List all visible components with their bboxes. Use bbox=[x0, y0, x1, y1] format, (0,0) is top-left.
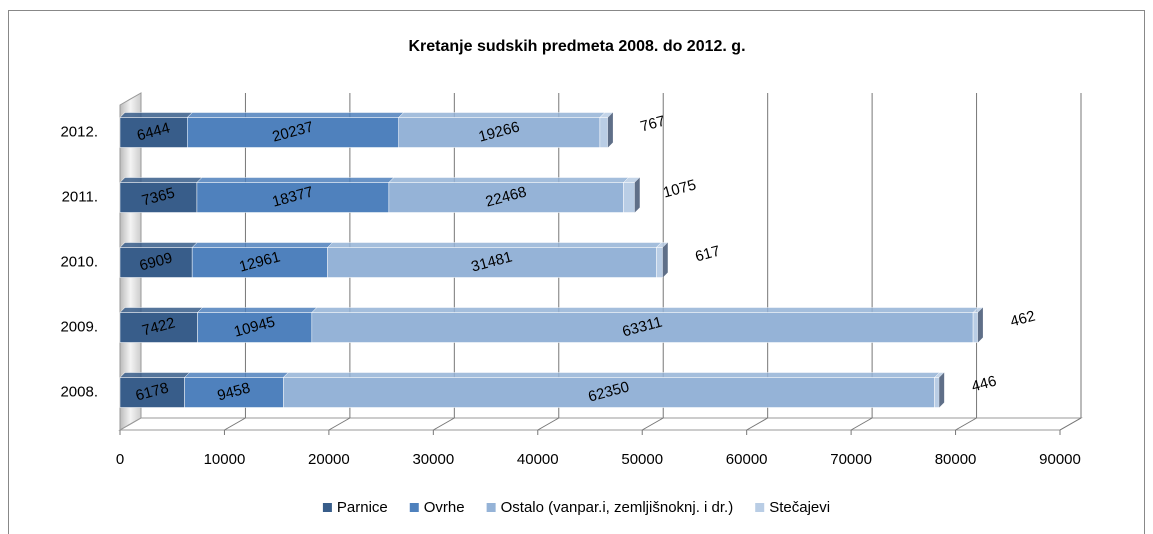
legend-swatch bbox=[409, 503, 419, 512]
legend-swatch bbox=[755, 503, 765, 512]
x-tick-label: 40000 bbox=[517, 451, 559, 468]
data-label: 446 bbox=[970, 373, 999, 396]
bar-top bbox=[119, 112, 193, 118]
bar-top bbox=[119, 242, 198, 248]
legend-label: Stečajevi bbox=[769, 499, 830, 516]
bar-top bbox=[398, 112, 606, 118]
grid-floor bbox=[746, 417, 768, 431]
chart-title: Kretanje sudskih predmeta 2008. do 2012.… bbox=[408, 38, 745, 55]
bar bbox=[197, 312, 313, 343]
bar bbox=[184, 377, 284, 408]
x-tick-label: 90000 bbox=[1039, 451, 1081, 468]
bar bbox=[283, 377, 935, 408]
legend: Parnice Ovrhe Ostalo (vanpar.i, zemljišnok… bbox=[322, 499, 830, 516]
legend-label: Parnice bbox=[337, 499, 388, 516]
bar-side bbox=[977, 307, 983, 343]
data-label: 767 bbox=[638, 113, 667, 136]
bar bbox=[119, 312, 198, 343]
y-tick-label: 2012. bbox=[60, 123, 98, 140]
y-tick-label: 2008. bbox=[60, 383, 98, 400]
x-tick-label: 50000 bbox=[621, 451, 663, 468]
bar-top bbox=[196, 307, 318, 313]
grid-floor bbox=[433, 417, 455, 431]
bar bbox=[972, 312, 979, 343]
legend-swatch bbox=[322, 503, 332, 512]
bar bbox=[119, 247, 193, 278]
x-tick-label: 30000 bbox=[412, 451, 454, 468]
bar-top bbox=[119, 177, 203, 183]
data-label: 617 bbox=[693, 243, 722, 266]
bar-top bbox=[186, 112, 405, 118]
bar-top bbox=[311, 307, 979, 313]
bar bbox=[187, 117, 399, 148]
bar bbox=[934, 377, 940, 408]
legend-label: Ostalo (vanpar.i, zemljišnoknj. i dr.) bbox=[501, 499, 734, 516]
y-tick-label: 2011. bbox=[62, 188, 98, 205]
grid-floor bbox=[641, 417, 664, 431]
legend-label: Ovrhe bbox=[424, 499, 465, 516]
bar-top bbox=[282, 372, 941, 378]
x-tick-label: 80000 bbox=[935, 451, 977, 468]
bar-side bbox=[607, 112, 613, 148]
x-tick-label: 0 bbox=[116, 451, 124, 468]
bar-top bbox=[119, 372, 191, 378]
bar bbox=[623, 182, 636, 213]
bar bbox=[119, 117, 188, 148]
x-tick-label: 70000 bbox=[830, 451, 872, 468]
bar bbox=[119, 377, 185, 408]
grid-floor bbox=[1059, 417, 1082, 431]
grid-floor bbox=[537, 417, 560, 431]
x-tick-label: 20000 bbox=[308, 451, 350, 468]
bar bbox=[388, 182, 624, 213]
bar-top bbox=[388, 177, 630, 183]
bar-side bbox=[662, 242, 668, 278]
bar-side bbox=[939, 372, 945, 408]
grid-floor bbox=[955, 417, 977, 431]
bar-top bbox=[119, 307, 204, 313]
bar bbox=[599, 117, 609, 148]
x-tick-label: 60000 bbox=[726, 451, 768, 468]
grid-floor bbox=[850, 417, 873, 431]
data-label: 462 bbox=[1008, 308, 1037, 331]
grid-floor bbox=[328, 417, 351, 431]
bar bbox=[119, 182, 198, 213]
bar bbox=[191, 247, 328, 278]
x-tick-label: 10000 bbox=[204, 451, 246, 468]
legend-swatch bbox=[486, 503, 496, 512]
bar bbox=[327, 247, 657, 278]
bar-top bbox=[326, 242, 662, 248]
y-tick-label: 2010. bbox=[60, 253, 98, 270]
bar-top bbox=[191, 242, 334, 248]
grid-floor bbox=[224, 417, 246, 431]
bar bbox=[656, 247, 664, 278]
bar-top bbox=[196, 177, 395, 183]
bar bbox=[311, 312, 974, 343]
bar-top bbox=[183, 372, 289, 378]
y-tick-label: 2009. bbox=[60, 318, 98, 335]
bar-side bbox=[634, 177, 640, 213]
